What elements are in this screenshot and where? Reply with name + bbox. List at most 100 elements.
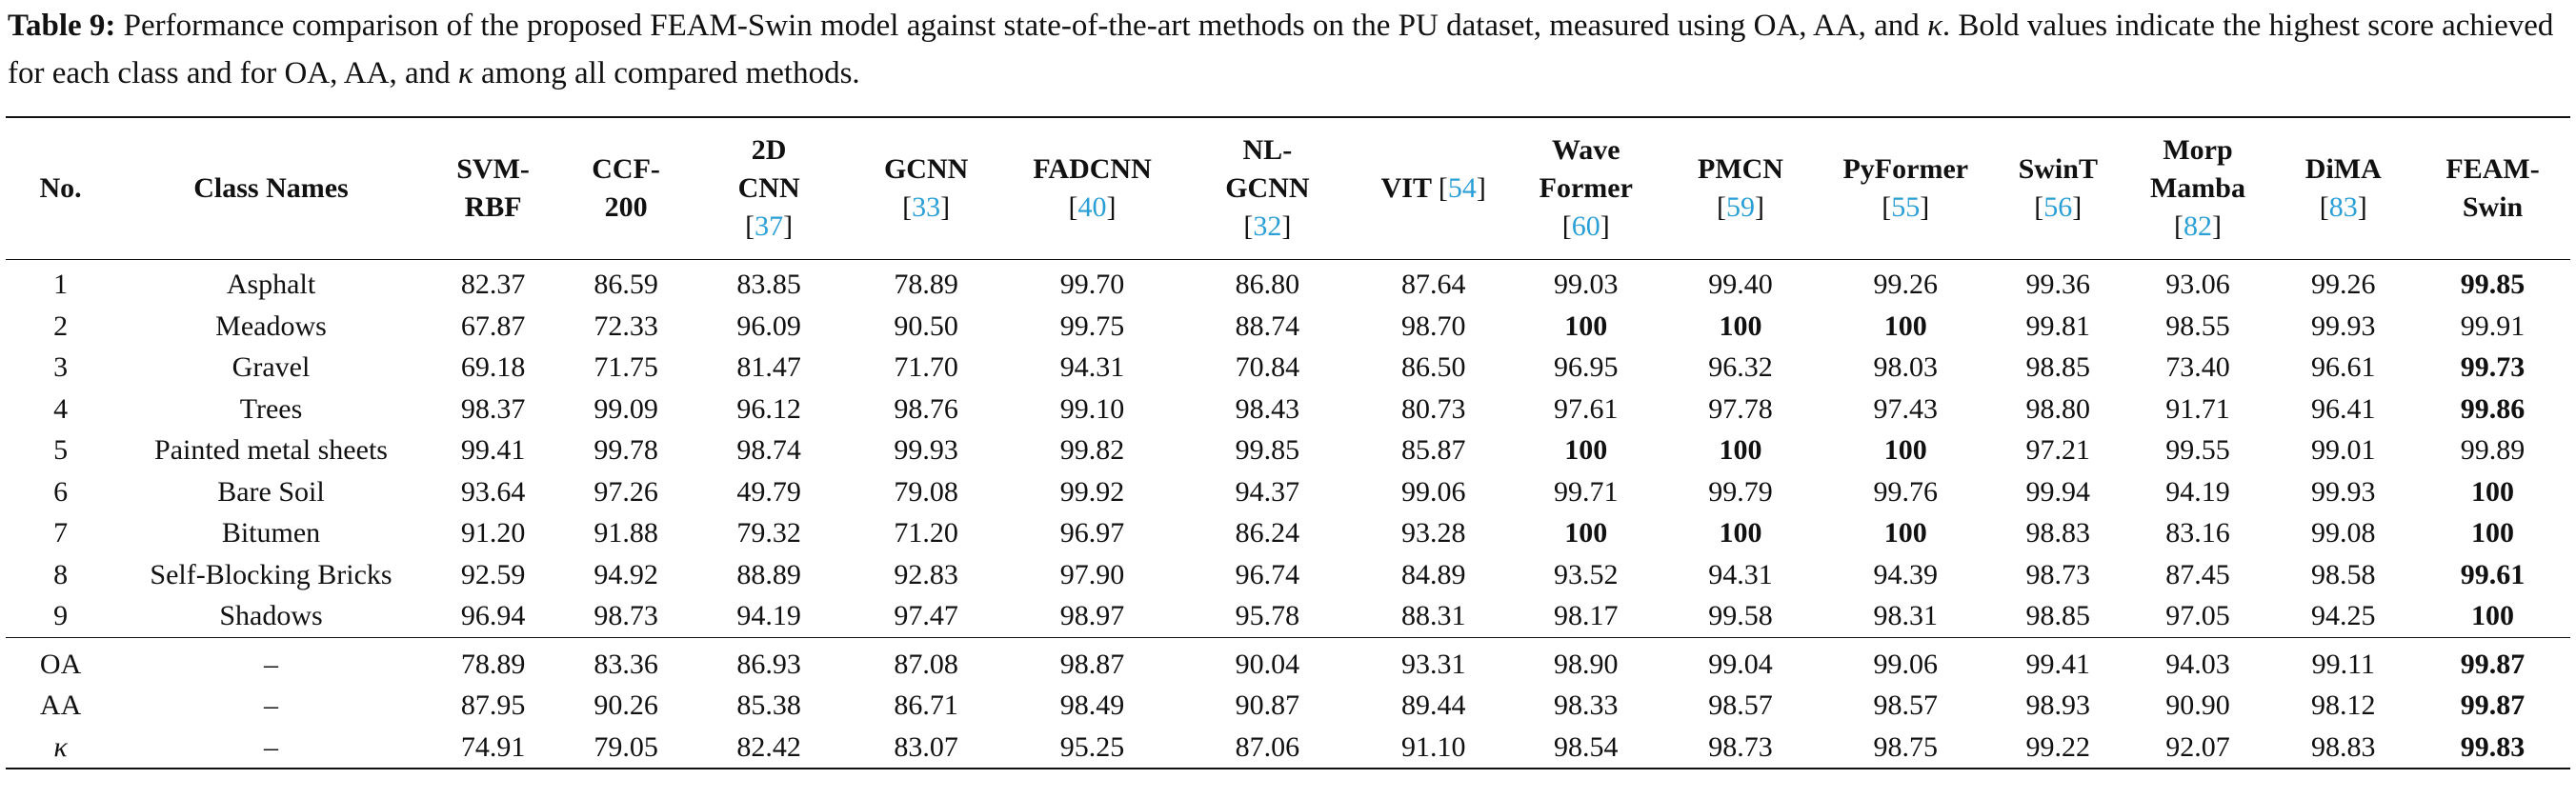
- value-cell: 99.78: [594, 434, 658, 466]
- column-header-label: FEAM-: [2445, 153, 2540, 185]
- column-header-label: Morp: [2163, 134, 2233, 166]
- value-cell: 74.91: [426, 726, 560, 769]
- value-cell: 67.87: [460, 310, 526, 342]
- value-cell: 98.12: [2311, 689, 2376, 721]
- value-cell: 99.09: [594, 392, 658, 425]
- value-cell: 98.73: [2025, 558, 2091, 590]
- row-number-cell: 6: [53, 475, 69, 508]
- column-header-label: PyFormer: [1842, 153, 1969, 185]
- caption-label: Table 9:: [8, 9, 116, 43]
- value-cell: 91.71: [2165, 392, 2230, 425]
- value-cell: 99.83: [2415, 726, 2570, 769]
- value-cell: 99.75: [1059, 310, 1125, 342]
- value-cell: 100: [1564, 310, 1608, 342]
- citation-ref: [37]: [745, 210, 794, 242]
- value-cell: 99.79: [1708, 475, 1773, 508]
- value-cell: 98.17: [1554, 600, 1619, 631]
- value-cell: 98.97: [1059, 600, 1125, 631]
- value-cell: 98.33: [1554, 689, 1619, 721]
- value-cell: 98.85: [2025, 600, 2091, 631]
- value-cell: 100: [1719, 517, 1762, 549]
- value-cell: 89.44: [1401, 689, 1466, 721]
- table-row: 8 Self-Blocking Bricks 92.59 94.92 88.89 92.8…: [6, 554, 2570, 596]
- value-cell: 87.08: [845, 636, 1007, 685]
- row-number-cell: 3: [53, 351, 69, 383]
- value-cell: 97.21: [2025, 434, 2091, 466]
- value-cell: 98.37: [460, 392, 526, 425]
- class-name-cell: –: [263, 689, 278, 721]
- column-header-label: No.: [39, 172, 82, 204]
- value-cell: 96.94: [460, 600, 526, 631]
- value-cell: 97.78: [1708, 392, 1773, 425]
- column-header: Wave Former [60]: [1510, 116, 1662, 260]
- value-cell: 100: [1719, 310, 1762, 342]
- column-header-label: VIT: [1380, 172, 1432, 204]
- value-cell: 86.59: [594, 269, 658, 300]
- citation-number: 83: [2328, 191, 2358, 223]
- column-header: PyFormer [55]: [1819, 116, 1993, 260]
- value-cell: 99.06: [1401, 475, 1466, 508]
- value-cell: 90.50: [894, 310, 958, 342]
- citation-ref: [55]: [1882, 191, 1930, 223]
- value-cell: 99.40: [1708, 269, 1773, 300]
- class-name-cell: Trees: [239, 392, 303, 425]
- value-cell: 98.90: [1510, 636, 1662, 685]
- column-header-label: DiMA: [2304, 153, 2382, 185]
- value-cell: 93.64: [460, 475, 526, 508]
- value-cell: 69.18: [460, 351, 526, 383]
- value-cell: 96.97: [1059, 517, 1125, 549]
- value-cell: 94.19: [2165, 475, 2230, 508]
- value-cell: 100: [1564, 517, 1608, 549]
- value-cell: 88.31: [1401, 600, 1466, 631]
- value-cell: 83.07: [845, 726, 1007, 769]
- column-header-label: Wave: [1551, 134, 1620, 166]
- row-number-cell: 5: [53, 434, 69, 466]
- value-cell: 99.93: [894, 434, 958, 466]
- value-cell: 73.40: [2165, 351, 2230, 383]
- caption-text-3: among all compared methods.: [473, 56, 860, 90]
- value-cell: 96.32: [1708, 351, 1773, 383]
- column-header-label: 200: [604, 191, 648, 223]
- column-header-label: GCNN: [1225, 172, 1310, 204]
- value-cell: 99.61: [2460, 558, 2526, 590]
- value-cell: 99.93: [2311, 310, 2376, 342]
- value-cell: 99.11: [2271, 636, 2416, 685]
- value-cell: 93.52: [1554, 558, 1619, 590]
- column-header-label: CCF-: [592, 153, 660, 185]
- value-cell: 94.19: [736, 600, 801, 631]
- value-cell: 99.04: [1661, 636, 1820, 685]
- value-cell: 93.06: [2165, 269, 2230, 300]
- value-cell: 99.93: [2311, 475, 2376, 508]
- citation-ref: [54]: [1438, 172, 1486, 204]
- value-cell: 99.81: [2025, 310, 2091, 342]
- column-header-label: Mamba: [2149, 172, 2245, 204]
- class-rows: 1 Asphalt 82.37 86.59 83.85 78.89 99.70 86.80 87…: [6, 260, 2570, 638]
- class-name-cell: Bitumen: [221, 517, 321, 549]
- value-cell: 95.78: [1235, 600, 1300, 631]
- value-cell: 96.95: [1554, 351, 1619, 383]
- value-cell: 72.33: [594, 310, 658, 342]
- value-cell: 100: [2471, 475, 2515, 508]
- column-header-label: FADCNN: [1033, 153, 1152, 185]
- value-cell: 98.57: [1873, 689, 1939, 721]
- value-cell: 99.71: [1554, 475, 1619, 508]
- caption-text-2: . Bold values indicate the highest score…: [8, 9, 2554, 90]
- citation-ref: [83]: [2319, 191, 2367, 223]
- value-cell: 93.31: [1357, 636, 1511, 685]
- value-cell: 70.84: [1235, 351, 1300, 383]
- column-header-label: NL-: [1242, 134, 1293, 166]
- value-cell: 87.45: [2165, 558, 2230, 590]
- value-cell: 99.92: [1059, 475, 1125, 508]
- column-header: Morp Mamba [82]: [2123, 116, 2272, 260]
- value-cell: 91.10: [1357, 726, 1511, 769]
- value-cell: 100: [2471, 517, 2515, 549]
- value-cell: 99.82: [1059, 434, 1125, 466]
- value-cell: 95.25: [1006, 726, 1178, 769]
- table-row: OA –78.89 83.36 86.93 87.08 98.87 90.04 93.31 98…: [6, 636, 2570, 685]
- value-cell: 98.80: [2025, 392, 2091, 425]
- citation-number: 32: [1253, 210, 1282, 242]
- value-cell: 98.03: [1873, 351, 1939, 383]
- value-cell: 94.03: [2123, 636, 2272, 685]
- table-row: 1 Asphalt 82.37 86.59 83.85 78.89 99.70 86.80 87…: [6, 260, 2570, 306]
